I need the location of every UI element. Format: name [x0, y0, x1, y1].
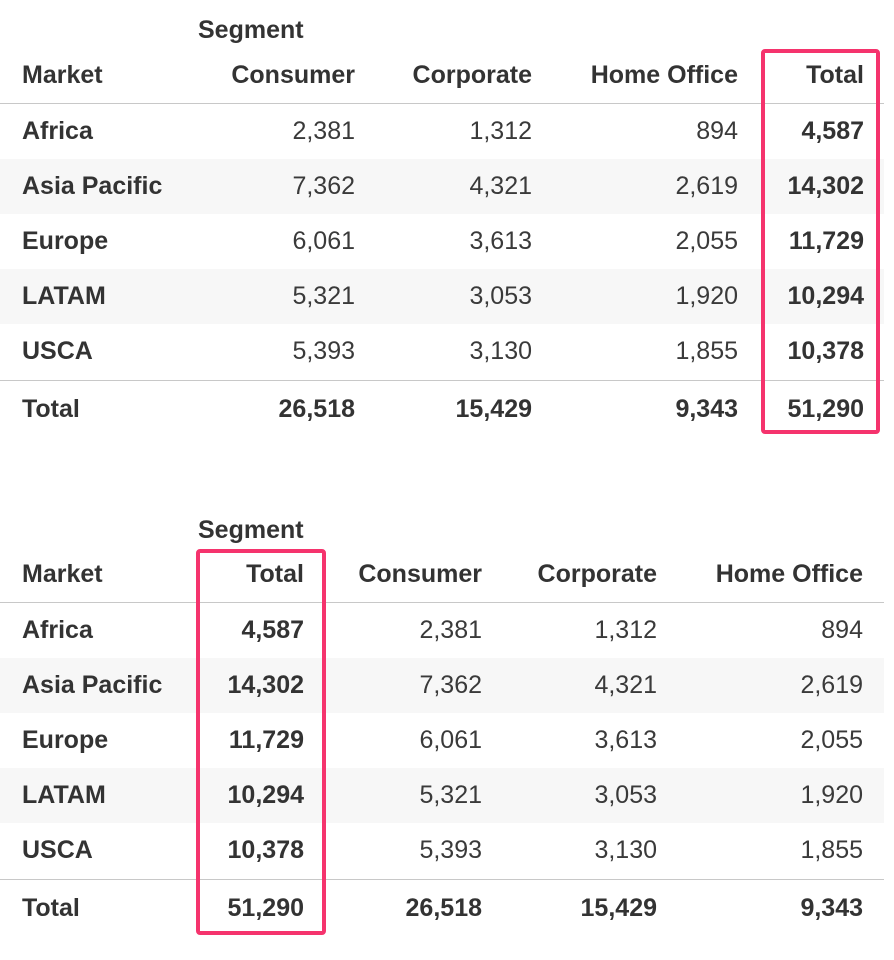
row-label: USCA	[22, 337, 93, 365]
table-row: USCA 10,378 5,393 3,130 1,855	[0, 823, 884, 878]
cell-total: 11,729	[228, 726, 304, 754]
table-row: Africa 2,381 1,312 894 4,587	[0, 104, 884, 159]
column-header-home-office[interactable]: Home Office	[590, 61, 738, 89]
table-row: Europe 11,729 6,061 3,613 2,055	[0, 713, 884, 768]
cell-corporate: 3,613	[594, 726, 657, 754]
cell-total: 11,729	[788, 227, 864, 255]
cell-home-office: 1,920	[800, 781, 863, 809]
row-label: LATAM	[22, 282, 106, 310]
cell-corporate: 3,130	[469, 337, 532, 365]
row-label: LATAM	[22, 781, 106, 809]
cell-home-office: 2,055	[800, 726, 863, 754]
cell-home-office: 894	[696, 117, 738, 145]
cell-corporate: 4,321	[594, 671, 657, 699]
column-header-corporate[interactable]: Corporate	[412, 61, 532, 89]
cell-consumer: 6,061	[292, 227, 355, 255]
total-divider	[0, 380, 884, 381]
grand-total-home-office: 9,343	[800, 894, 863, 922]
cell-home-office: 1,920	[675, 282, 738, 310]
row-label: Africa	[22, 117, 93, 145]
segment-group-label: Segment	[198, 516, 304, 544]
header-divider	[0, 602, 884, 603]
cell-consumer: 6,061	[419, 726, 482, 754]
grand-total-home-office: 9,343	[675, 395, 738, 423]
cell-consumer: 5,321	[419, 781, 482, 809]
cell-corporate: 1,312	[469, 117, 532, 145]
column-header-market[interactable]: Market	[22, 560, 103, 588]
header-row: Market Consumer Corporate Home Office To…	[0, 48, 884, 103]
total-divider	[0, 879, 884, 880]
row-label: Europe	[22, 726, 109, 754]
row-label: Europe	[22, 227, 109, 255]
grand-total-row: Total 26,518 15,429 9,343 51,290	[0, 382, 884, 437]
column-header-consumer[interactable]: Consumer	[231, 61, 355, 89]
table-row: Africa 4,587 2,381 1,312 894	[0, 603, 884, 658]
cell-corporate: 3,053	[594, 781, 657, 809]
table-row: LATAM 5,321 3,053 1,920 10,294	[0, 269, 884, 324]
grand-total-corporate: 15,429	[455, 395, 532, 423]
grand-total-label: Total	[22, 395, 80, 423]
cell-home-office: 2,055	[675, 227, 738, 255]
column-header-total[interactable]: Total	[246, 560, 304, 588]
segment-group-label: Segment	[198, 16, 304, 44]
cell-corporate: 3,053	[469, 282, 532, 310]
cell-consumer: 2,381	[419, 616, 482, 644]
cell-total: 10,378	[227, 836, 304, 864]
cell-consumer: 5,393	[419, 836, 482, 864]
cell-total: 14,302	[787, 172, 864, 200]
table-row: Europe 6,061 3,613 2,055 11,729	[0, 214, 884, 269]
row-label: USCA	[22, 836, 93, 864]
cell-total: 4,587	[801, 117, 864, 145]
cell-home-office: 2,619	[800, 671, 863, 699]
table-row: Asia Pacific 7,362 4,321 2,619 14,302	[0, 159, 884, 214]
grand-total-consumer: 26,518	[278, 395, 355, 423]
grand-total-consumer: 26,518	[405, 894, 482, 922]
total-column-highlight	[196, 549, 326, 935]
cell-consumer: 7,362	[419, 671, 482, 699]
grand-total-label: Total	[22, 894, 80, 922]
row-label: Africa	[22, 616, 93, 644]
cell-corporate: 3,613	[469, 227, 532, 255]
column-header-corporate[interactable]: Corporate	[537, 560, 657, 588]
cell-total: 10,294	[227, 781, 304, 809]
table-row: Asia Pacific 14,302 7,362 4,321 2,619	[0, 658, 884, 713]
header-divider	[0, 103, 884, 104]
cell-home-office: 894	[821, 616, 863, 644]
cell-home-office: 2,619	[675, 172, 738, 200]
column-header-total[interactable]: Total	[806, 61, 864, 89]
row-label: Asia Pacific	[22, 172, 163, 200]
cell-corporate: 1,312	[594, 616, 657, 644]
cell-total: 4,587	[241, 616, 304, 644]
grand-total-total: 51,290	[787, 395, 864, 423]
cell-home-office: 1,855	[675, 337, 738, 365]
cell-consumer: 7,362	[292, 172, 355, 200]
cell-total: 10,294	[787, 282, 864, 310]
row-label: Asia Pacific	[22, 671, 163, 699]
cell-consumer: 2,381	[292, 117, 355, 145]
column-header-home-office[interactable]: Home Office	[715, 560, 863, 588]
grand-total-row: Total 51,290 26,518 15,429 9,343	[0, 881, 884, 936]
table-row: USCA 5,393 3,130 1,855 10,378	[0, 324, 884, 379]
cell-home-office: 1,855	[800, 836, 863, 864]
grand-total-total: 51,290	[227, 894, 304, 922]
cell-corporate: 4,321	[469, 172, 532, 200]
header-row: Market Total Consumer Corporate Home Off…	[0, 547, 884, 602]
cell-consumer: 5,393	[292, 337, 355, 365]
column-header-market[interactable]: Market	[22, 61, 103, 89]
grand-total-corporate: 15,429	[580, 894, 657, 922]
cell-consumer: 5,321	[292, 282, 355, 310]
column-header-consumer[interactable]: Consumer	[358, 560, 482, 588]
table-row: LATAM 10,294 5,321 3,053 1,920	[0, 768, 884, 823]
cell-total: 10,378	[787, 337, 864, 365]
cell-corporate: 3,130	[594, 836, 657, 864]
total-column-highlight	[761, 49, 880, 434]
cell-total: 14,302	[227, 671, 304, 699]
